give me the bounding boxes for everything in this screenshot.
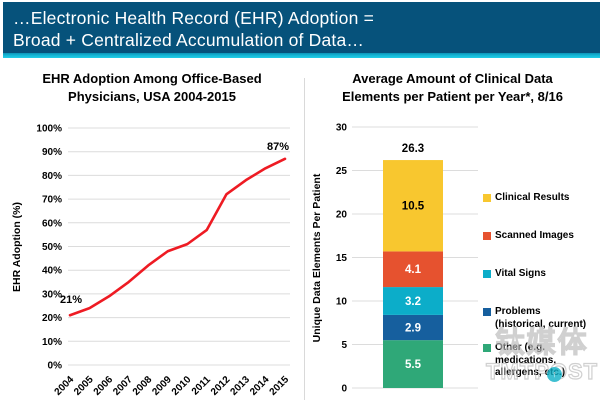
y-tick-label: 20%: [42, 313, 62, 324]
line-chart-title: EHR Adoption Among Office-Based Physicia…: [0, 70, 304, 105]
y-tick-label: 30%: [42, 289, 62, 300]
x-tick-label: 2004: [53, 374, 77, 398]
legend-label: Clinical Results: [495, 192, 570, 203]
x-tick-label: 2011: [190, 374, 213, 397]
y-axis-title: EHR Adoption (%): [11, 202, 23, 292]
y-tick-label: 50%: [42, 242, 62, 253]
data-point-label: 87%: [267, 141, 289, 153]
legend-item: Other (e.g. medications, allergens, etc.): [483, 342, 565, 380]
bar-segment-label: 3.2: [405, 296, 421, 308]
x-tick-label: 2006: [92, 374, 116, 398]
bar-segment: [383, 287, 443, 315]
y-tick-label: 60%: [42, 218, 62, 229]
legend-item: Clinical Results: [483, 192, 569, 205]
x-tick-label: 2007: [111, 374, 135, 398]
ehr-adoption-panel: EHR Adoption Among Office-Based Physicia…: [0, 57, 304, 408]
bar-chart-title: Average Amount of Clinical Data Elements…: [305, 70, 600, 105]
y-tick-label: 100%: [36, 124, 62, 135]
y-tick-label: 20: [336, 210, 348, 221]
slide-title-line1: …Electronic Health Record (EHR) Adoption…: [13, 8, 374, 28]
legend-label: Other (e.g. medications, allergens, etc.): [495, 342, 566, 378]
bar-total-label: 26.3: [402, 143, 424, 155]
x-tick-label: 2014: [248, 374, 272, 398]
legend-swatch-icon: [483, 344, 491, 352]
bar-segment: [383, 340, 443, 388]
bar-segment: [383, 314, 443, 341]
y-tick-label: 30: [336, 123, 348, 134]
bar-chart-title-line1: Average Amount of Clinical Data: [352, 71, 553, 86]
line-chart-title-line2: Physicians, USA 2004-2015: [68, 88, 236, 104]
y-tick-label: 25: [336, 166, 348, 177]
y-tick-label: 5: [341, 340, 347, 351]
bar-segment-label: 5.5: [405, 359, 422, 371]
legend-item: Scanned Images: [483, 230, 574, 243]
legend-swatch-icon: [483, 308, 491, 316]
legend-item: Problems (historical, current): [483, 306, 586, 331]
legend-label: Problems (historical, current): [495, 306, 587, 330]
x-tick-label: 2010: [170, 374, 194, 398]
y-tick-label: 0%: [48, 361, 63, 372]
y-tick-label: 90%: [42, 147, 62, 158]
line-chart-title-line1: EHR Adoption Among Office-Based: [42, 71, 262, 86]
y-tick-label: 15: [336, 253, 348, 264]
slide-header: …Electronic Health Record (EHR) Adoption…: [3, 2, 600, 53]
bar-segment: [383, 251, 443, 288]
x-tick-label: 2013: [229, 374, 253, 398]
slide-title-line2: Broad + Centralized Accumulation of Data…: [13, 30, 365, 50]
line-series: [68, 157, 287, 317]
legend-label: Scanned Images: [495, 230, 574, 241]
legend-item: Vital Signs: [483, 268, 546, 281]
bar-segment: [383, 160, 443, 252]
legend-swatch-icon: [483, 270, 491, 278]
x-tick-label: 2008: [131, 374, 155, 398]
clinical-data-panel: Average Amount of Clinical Data Elements…: [305, 57, 600, 408]
x-tick-label: 2012: [209, 374, 233, 398]
bar-segment-label: 2.9: [405, 323, 421, 335]
y-tick-label: 40%: [42, 266, 62, 277]
x-tick-label: 2005: [72, 374, 96, 398]
y-tick-label: 0: [341, 384, 347, 395]
y-tick-label: 70%: [42, 195, 62, 206]
header-accent-strip: [3, 53, 600, 58]
legend-swatch-icon: [483, 232, 491, 240]
stacked-bar-chart: 0 5 10 15 20 25 30 Unique Data Elements Per Pat…: [311, 123, 478, 395]
legend-swatch-icon: [483, 194, 491, 202]
x-tick-label: 2009: [150, 374, 174, 398]
bar-chart-title-line2: Elements per Patient per Year*, 8/16: [342, 88, 563, 104]
y-tick-label: 10%: [42, 337, 62, 348]
y-axis-title: Unique Data Elements Per Patient: [311, 173, 323, 342]
data-point-label: 21%: [60, 294, 82, 306]
legend-label: Vital Signs: [495, 268, 546, 279]
bar-segment-label: 10.5: [402, 201, 425, 213]
bar-segment-label: 4.1: [405, 264, 422, 276]
x-tick-label: 2015: [268, 374, 292, 398]
panel-divider: [304, 78, 305, 400]
ehr-adoption-line-chart: 0% 10% 20% 30% 40% 50% 60% 70% 80% 90% 100% EHR Ado…: [11, 124, 292, 398]
y-tick-label: 80%: [42, 171, 62, 182]
y-tick-label: 10: [336, 297, 348, 308]
